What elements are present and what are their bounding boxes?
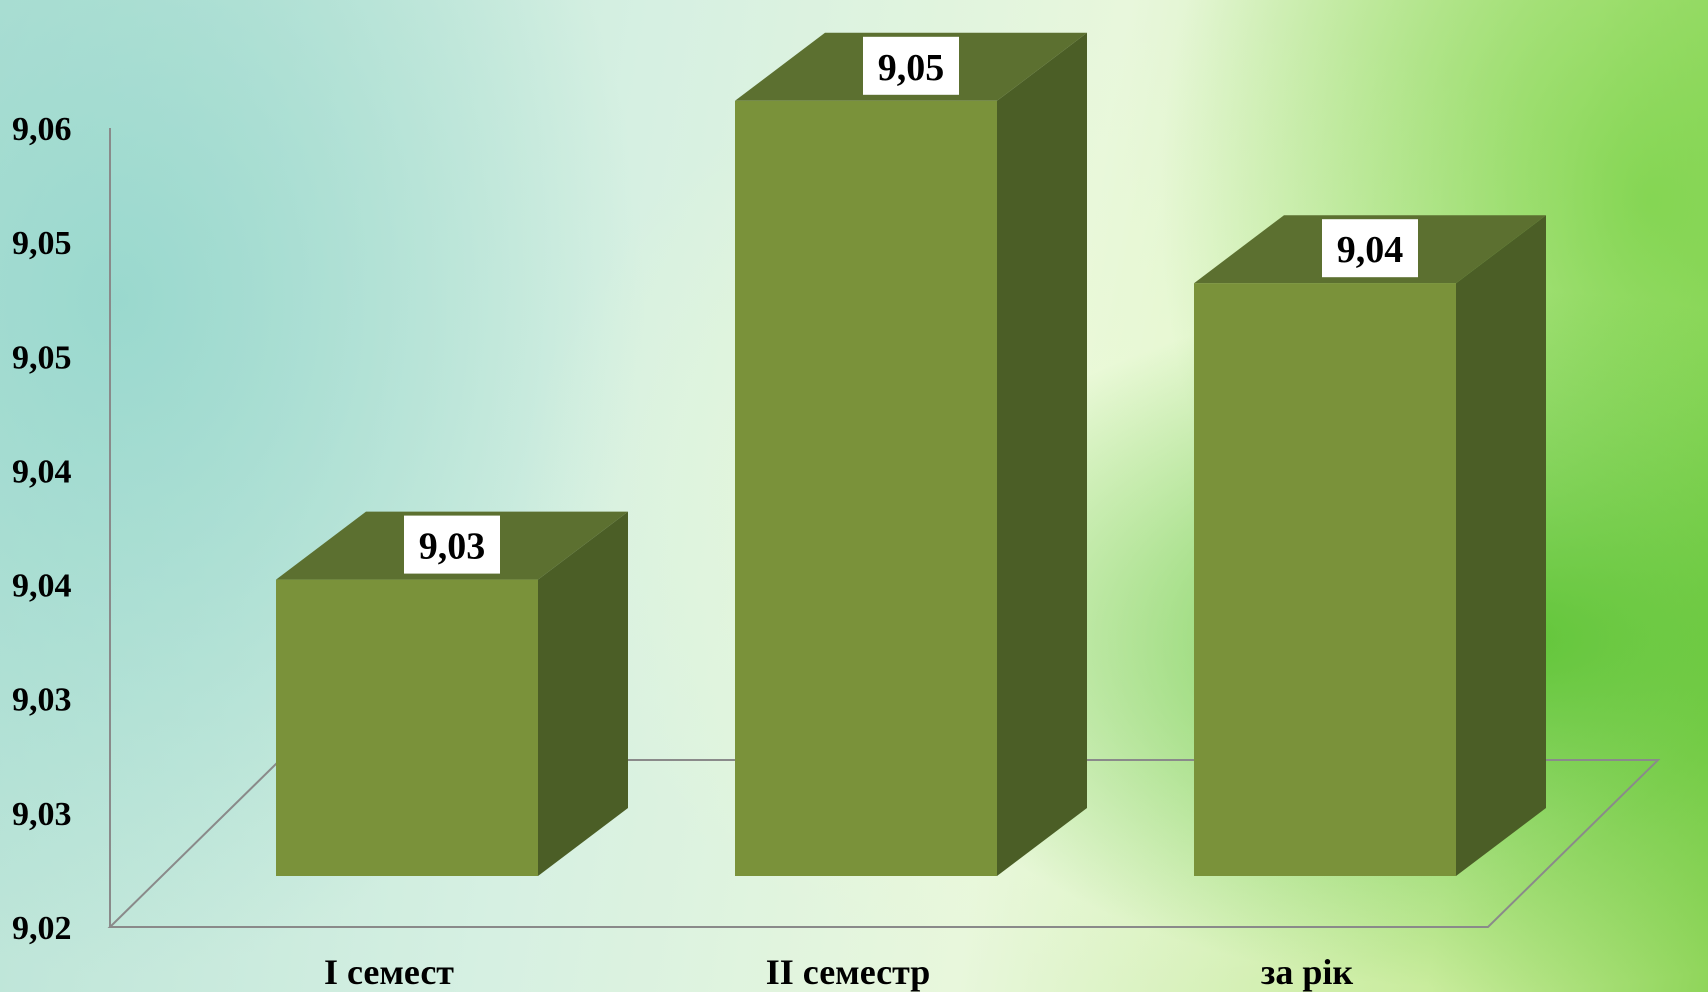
data-label: 9,04 xyxy=(1337,229,1404,271)
data-label: 9,03 xyxy=(419,526,486,568)
bar xyxy=(1194,283,1456,876)
y-tick-label: 9,05 xyxy=(12,225,72,262)
x-tick-label: ІІ семестр xyxy=(766,952,930,992)
y-tick-label: 9,03 xyxy=(12,796,72,833)
bar-side xyxy=(1456,215,1546,876)
y-tick-label: 9,06 xyxy=(12,111,72,148)
y-tick-label: 9,04 xyxy=(12,453,72,490)
y-tick-label: 9,04 xyxy=(12,568,72,605)
bar xyxy=(735,101,997,876)
y-tick-label: 9,02 xyxy=(12,910,72,947)
data-label: 9,05 xyxy=(878,47,945,89)
bar xyxy=(276,580,538,876)
y-tick-label: 9,05 xyxy=(12,339,72,376)
y-tick-label: 9,03 xyxy=(12,682,72,719)
bar-side xyxy=(997,33,1087,876)
x-tick-label: за рік xyxy=(1261,952,1353,992)
x-tick-label: І семест xyxy=(324,952,454,992)
